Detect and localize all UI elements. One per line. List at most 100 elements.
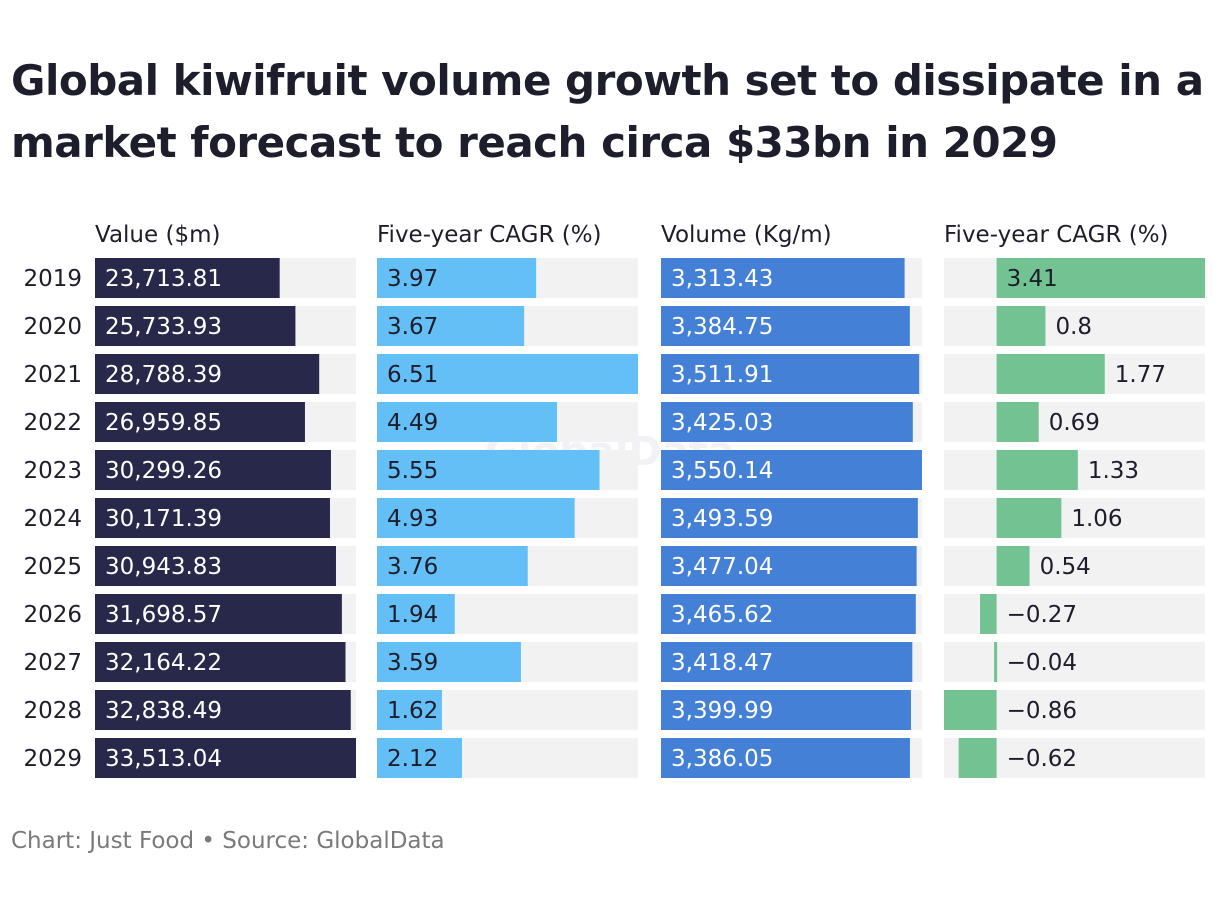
row-label-2023: 2023 <box>23 458 82 484</box>
data-label-s3-2025: 3,477.04 <box>671 554 773 580</box>
data-label-s4-2022: 0.69 <box>1049 410 1100 436</box>
bar-s4-2029 <box>958 738 997 778</box>
data-label-s3-2021: 3,511.91 <box>671 362 773 388</box>
data-label-s1-2029: 33,513.04 <box>105 746 222 772</box>
bar-s3-2027 <box>661 642 913 682</box>
column-header-4: Five-year CAGR (%) <box>944 222 1169 248</box>
bar-s4-2026 <box>980 594 997 634</box>
bar-s4-2025 <box>996 546 1030 586</box>
row-label-2025: 2025 <box>23 554 82 580</box>
bar-s3-2026 <box>661 594 916 634</box>
data-label-s1-2024: 30,171.39 <box>105 506 222 532</box>
data-label-s1-2027: 32,164.22 <box>105 650 222 676</box>
bar-s2-2024 <box>377 498 575 538</box>
bar-s1-2026 <box>95 594 342 634</box>
data-label-s2-2028: 1.62 <box>387 698 438 724</box>
data-label-s4-2028: −0.86 <box>1007 698 1077 724</box>
bar-track-s4-2020 <box>944 306 1205 346</box>
column-header-3: Volume (Kg/m) <box>661 222 832 248</box>
bar-s4-2020 <box>996 306 1046 346</box>
data-label-s3-2023: 3,550.14 <box>671 458 773 484</box>
data-label-s4-2019: 3.41 <box>1007 266 1058 292</box>
bar-s3-2021 <box>661 354 920 394</box>
data-label-s3-2027: 3,418.47 <box>671 650 773 676</box>
data-label-s2-2029: 2.12 <box>387 746 438 772</box>
column-header-1: Value ($m) <box>95 222 220 248</box>
bar-s4-2024 <box>996 498 1062 538</box>
row-label-2024: 2024 <box>23 506 82 532</box>
row-label-2019: 2019 <box>23 266 82 292</box>
bar-s1-2027 <box>95 642 346 682</box>
bar-track-s4-2027 <box>944 642 1205 682</box>
column-header-2: Five-year CAGR (%) <box>377 222 602 248</box>
data-label-s3-2029: 3,386.05 <box>671 746 773 772</box>
data-label-s4-2027: −0.04 <box>1007 650 1077 676</box>
data-label-s3-2022: 3,425.03 <box>671 410 773 436</box>
data-label-s4-2025: 0.54 <box>1040 554 1091 580</box>
bar-s2-2022 <box>377 402 558 442</box>
data-label-s2-2024: 4.93 <box>387 506 438 532</box>
chart-title: Global kiwifruit volume growth set to di… <box>11 56 1204 167</box>
bar-s3-2029 <box>661 738 910 778</box>
bar-s2-2029 <box>377 738 462 778</box>
row-label-2026: 2026 <box>23 602 82 628</box>
data-label-s4-2024: 1.06 <box>1071 506 1122 532</box>
bar-s1-2022 <box>95 402 305 442</box>
bar-s2-2019 <box>377 258 537 298</box>
row-label-2021: 2021 <box>23 362 82 388</box>
data-label-s1-2028: 32,838.49 <box>105 698 222 724</box>
bar-s3-2023 <box>661 450 922 490</box>
row-label-2022: 2022 <box>23 410 82 436</box>
bar-s2-2023 <box>377 450 600 490</box>
bar-s1-2023 <box>95 450 331 490</box>
bar-s1-2020 <box>95 306 296 346</box>
bar-s1-2025 <box>95 546 336 586</box>
data-label-s2-2020: 3.67 <box>387 314 438 340</box>
data-label-s3-2026: 3,465.62 <box>671 602 773 628</box>
bar-s1-2028 <box>95 690 351 730</box>
bar-s3-2025 <box>661 546 917 586</box>
bar-s3-2019 <box>661 258 905 298</box>
data-label-s2-2022: 4.49 <box>387 410 438 436</box>
data-label-s2-2019: 3.97 <box>387 266 438 292</box>
bar-s4-2027 <box>994 642 998 682</box>
data-label-s3-2028: 3,399.99 <box>671 698 773 724</box>
bar-s3-2022 <box>661 402 913 442</box>
bar-s4-2022 <box>996 402 1039 442</box>
bar-s1-2029 <box>95 738 356 778</box>
data-label-s4-2026: −0.27 <box>1007 602 1077 628</box>
data-label-s1-2021: 28,788.39 <box>105 362 222 388</box>
bar-s3-2020 <box>661 306 910 346</box>
data-label-s4-2023: 1.33 <box>1088 458 1139 484</box>
data-label-s1-2026: 31,698.57 <box>105 602 222 628</box>
bar-s2-2028 <box>377 690 442 730</box>
data-label-s1-2022: 26,959.85 <box>105 410 222 436</box>
data-label-s3-2019: 3,313.43 <box>671 266 773 292</box>
data-label-s1-2019: 23,713.81 <box>105 266 222 292</box>
bar-s2-2027 <box>377 642 521 682</box>
bar-s1-2024 <box>95 498 330 538</box>
bar-s3-2024 <box>661 498 918 538</box>
data-label-s4-2029: −0.62 <box>1007 746 1077 772</box>
bar-s1-2019 <box>95 258 280 298</box>
bar-s4-2028 <box>944 690 997 730</box>
bar-s3-2028 <box>661 690 911 730</box>
bar-s4-2021 <box>996 354 1105 394</box>
data-label-s2-2027: 3.59 <box>387 650 438 676</box>
data-label-s4-2021: 1.77 <box>1115 362 1166 388</box>
bar-s2-2025 <box>377 546 528 586</box>
data-label-s3-2020: 3,384.75 <box>671 314 773 340</box>
row-label-2028: 2028 <box>23 698 82 724</box>
data-label-s1-2023: 30,299.26 <box>105 458 222 484</box>
row-label-2029: 2029 <box>23 746 82 772</box>
bar-s4-2023 <box>996 450 1078 490</box>
chart-source-footer: Chart: Just Food • Source: GlobalData <box>11 828 445 854</box>
bar-track-s4-2024 <box>944 498 1205 538</box>
bar-s4-2019 <box>996 258 1205 298</box>
bar-track-s4-2022 <box>944 402 1205 442</box>
data-label-s2-2026: 1.94 <box>387 602 438 628</box>
bar-track-s4-2025 <box>944 546 1205 586</box>
bar-s2-2020 <box>377 306 525 346</box>
data-label-s2-2021: 6.51 <box>387 362 438 388</box>
